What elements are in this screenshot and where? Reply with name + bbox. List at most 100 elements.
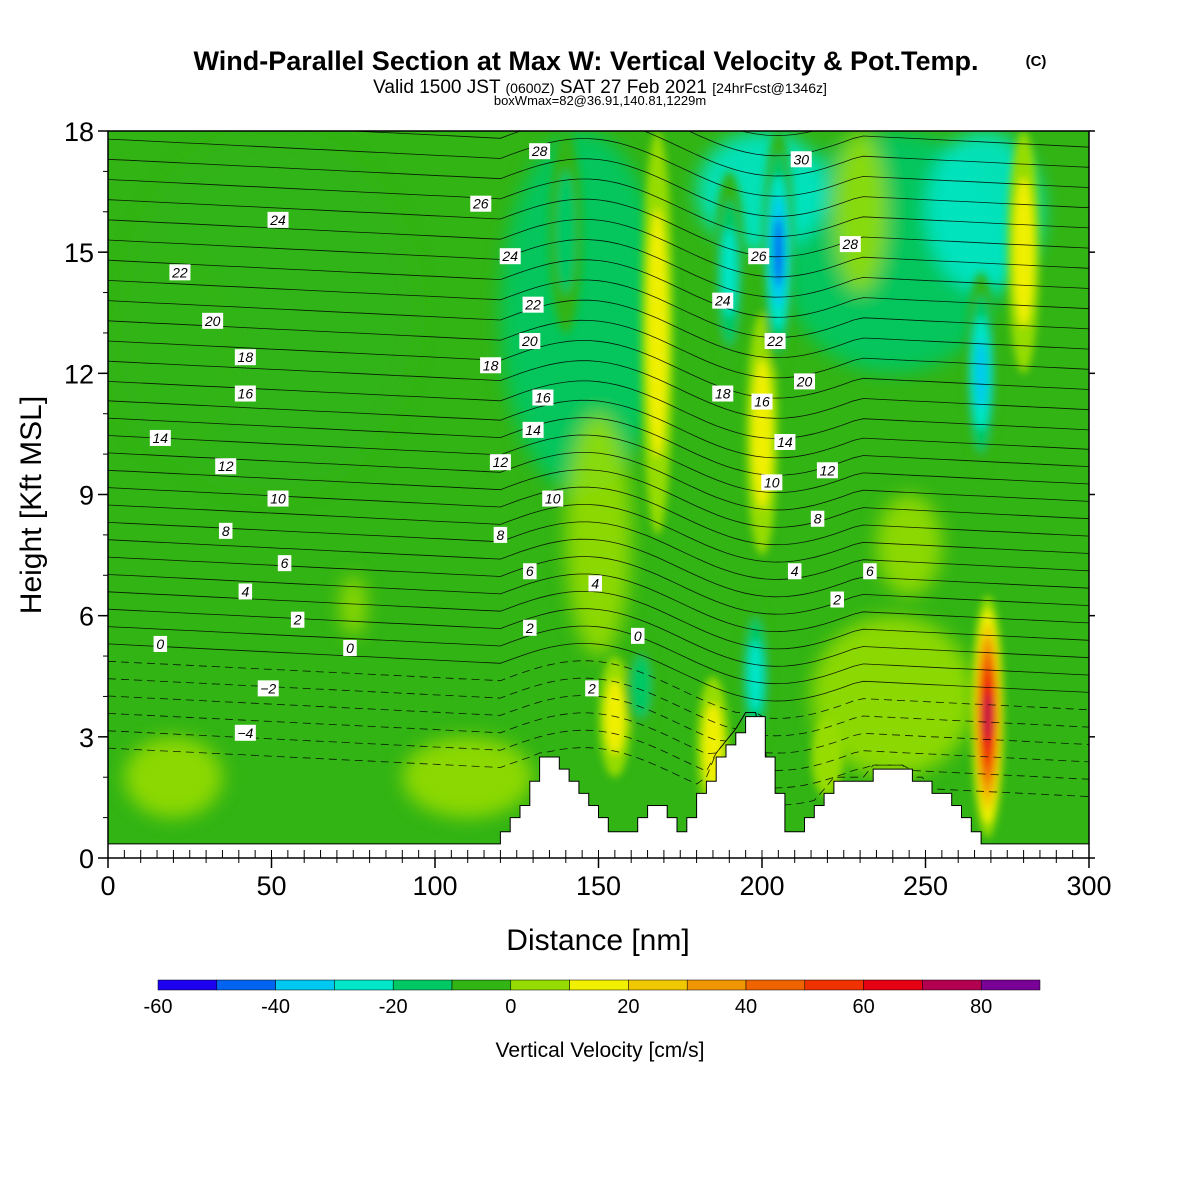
- x-axis-label: Distance [nm]: [506, 924, 689, 957]
- contour-label: 4: [588, 575, 602, 592]
- colorbar-tick-label: -60: [144, 996, 173, 1018]
- contour-label: 12: [215, 458, 237, 475]
- isentrope: [108, 360, 1089, 419]
- svg-text:18: 18: [483, 357, 499, 373]
- velocity-region: [340, 575, 367, 636]
- colorbar-swatch: [686, 979, 747, 991]
- contour-label: 24: [267, 211, 289, 228]
- downdraft-core: [748, 640, 763, 713]
- updraft-core: [1013, 177, 1034, 327]
- isentrope: [345, 131, 1089, 177]
- svg-text:24: 24: [714, 293, 731, 309]
- valid-time-line: Valid 1500 JST (0600Z) SAT 27 Feb 2021 […: [373, 77, 827, 98]
- contour-label: 22: [764, 333, 786, 350]
- isentrope: [108, 259, 1089, 318]
- contour-label: 10: [267, 490, 289, 507]
- svg-text:22: 22: [171, 264, 188, 280]
- svg-text:28: 28: [531, 143, 548, 159]
- contour-label: 20: [202, 312, 224, 329]
- contour-label: 10: [761, 474, 783, 491]
- y-axis-label: Height [Kft MSL]: [15, 396, 48, 614]
- contour-label: 8: [493, 526, 508, 543]
- contour-label: −2: [257, 680, 279, 697]
- isentrope: [108, 452, 1089, 511]
- contour-label: 0: [630, 627, 645, 644]
- surface-tick-marks: [107, 850, 1090, 858]
- contour-label: 18: [712, 385, 734, 402]
- svg-text:6: 6: [526, 563, 534, 579]
- x-tick-label: 150: [576, 871, 621, 901]
- colorbar-swatch: [392, 979, 453, 991]
- downdraft-core: [555, 169, 576, 295]
- isentrope: [108, 198, 1089, 258]
- y-tick-label: 9: [79, 481, 94, 511]
- svg-text:4: 4: [241, 583, 249, 599]
- updraft-core: [811, 716, 844, 798]
- svg-text:14: 14: [153, 430, 169, 446]
- contour-label: 24: [499, 248, 521, 265]
- svg-text:30: 30: [793, 151, 809, 167]
- isentrope: [108, 521, 1089, 580]
- isentrope: [108, 608, 1089, 667]
- isentrope: [108, 399, 1089, 459]
- contour-label: 12: [816, 462, 838, 479]
- updraft-core: [984, 694, 991, 740]
- svg-text:4: 4: [791, 563, 799, 579]
- svg-text:2: 2: [293, 612, 302, 628]
- contour-label: 12: [489, 454, 511, 471]
- isentrope: [108, 660, 1089, 719]
- colorbar-swatch: [922, 979, 982, 991]
- contour-label: 22: [522, 296, 544, 313]
- isentrope: [108, 380, 1089, 439]
- valid-zulu: (0600Z): [506, 80, 555, 96]
- forecast-info: [24hrFcst@1346z]: [712, 80, 827, 96]
- isentrope: [108, 625, 1089, 685]
- contour-label: 8: [810, 510, 825, 527]
- colorbar-swatch: [628, 979, 688, 991]
- isentrope: [108, 643, 1089, 702]
- colorbar-swatch: [745, 979, 806, 991]
- isentrope: [687, 131, 1089, 157]
- isentrope: [108, 504, 1089, 563]
- svg-text:18: 18: [715, 386, 731, 402]
- contour-label: 28: [529, 143, 551, 160]
- contour-label: 18: [480, 357, 502, 374]
- isentrope: [108, 469, 1089, 528]
- potential-temperature-contours: [108, 131, 1089, 806]
- velocity-region: [402, 736, 534, 818]
- isentrope: [108, 219, 1089, 278]
- contour-label: 6: [523, 563, 537, 580]
- isentrope: [108, 573, 1089, 633]
- contour-label: 22: [169, 264, 191, 281]
- velocity-region: [833, 131, 887, 293]
- isentrope: [108, 158, 1089, 217]
- contour-label: 20: [794, 373, 816, 390]
- isentrope: [108, 138, 1089, 197]
- x-tick-label: 250: [903, 871, 948, 901]
- colorbar-swatch: [510, 979, 570, 991]
- contour-label: 10: [542, 490, 564, 507]
- x-tick-label: 200: [739, 871, 784, 901]
- colorbar-tick-label: 80: [970, 996, 992, 1018]
- colorbar-swatch: [980, 979, 1041, 991]
- colorbar: -60 -40 -20 0 20 40 60 80: [144, 979, 1041, 1018]
- contour-label: 0: [343, 639, 357, 656]
- isentrope: [108, 340, 1089, 399]
- svg-text:6: 6: [281, 555, 289, 571]
- isentrope: [108, 434, 1089, 494]
- x-tick-label: 300: [1066, 871, 1111, 901]
- colorbar-swatch: [216, 979, 276, 991]
- svg-text:16: 16: [754, 394, 770, 410]
- contour-label: 14: [522, 421, 544, 438]
- contour-label: 2: [585, 680, 599, 697]
- colorbar-tick-label: 40: [735, 996, 757, 1018]
- contour-label: 28: [839, 236, 861, 253]
- contour-label: 14: [149, 429, 171, 446]
- contour-label: 6: [863, 563, 877, 580]
- svg-text:14: 14: [777, 434, 793, 450]
- svg-text:0: 0: [156, 636, 164, 652]
- contour-label: 2: [290, 611, 305, 628]
- svg-text:22: 22: [766, 333, 783, 349]
